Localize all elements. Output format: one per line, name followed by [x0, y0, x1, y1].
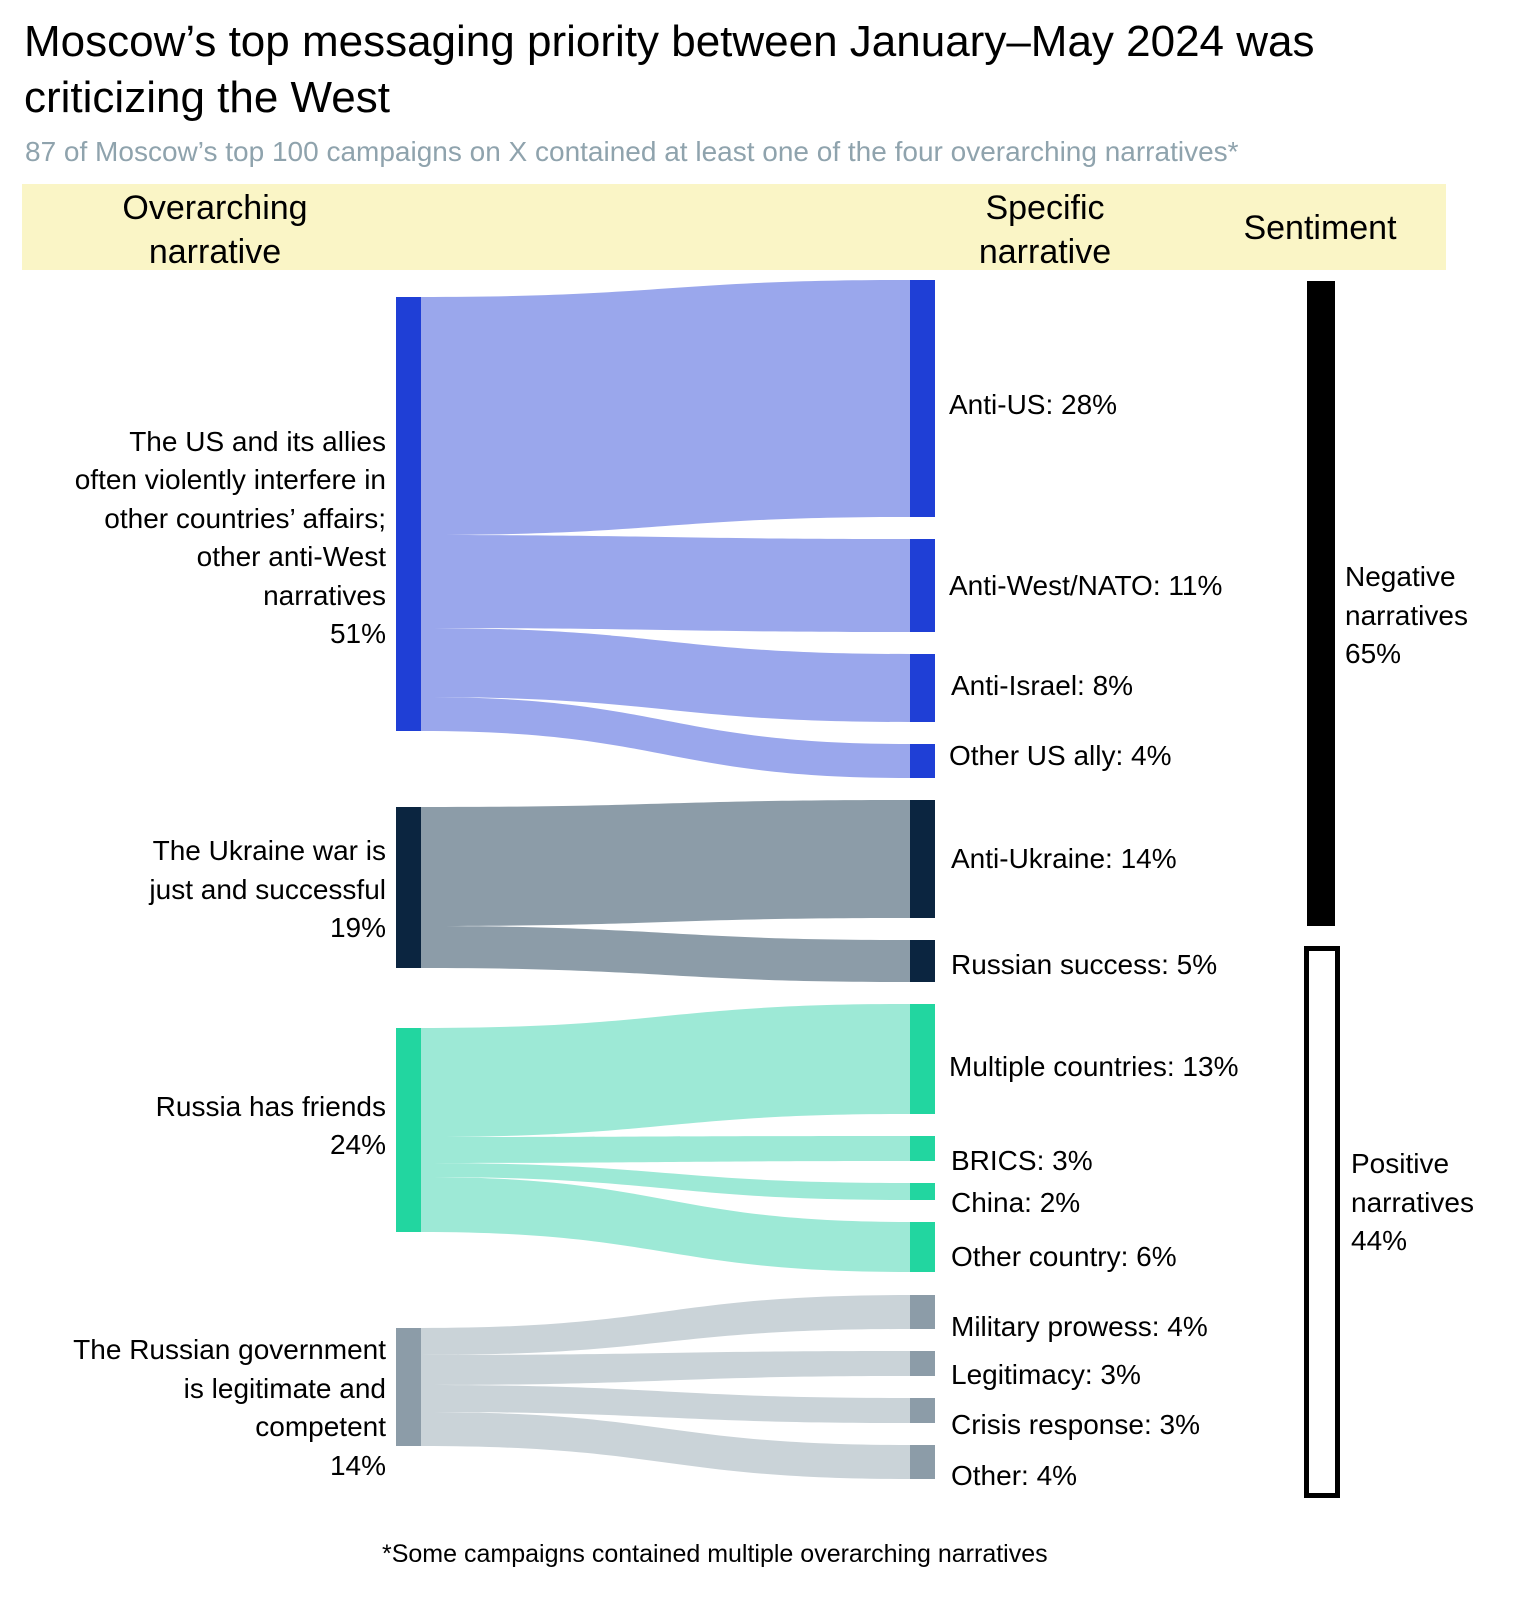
overarching-label: The Ukraine war is just and successful 19%: [149, 832, 386, 948]
specific-node: [910, 1445, 935, 1479]
specific-label: Anti-West/NATO: 11%: [949, 570, 1223, 601]
sentiment-label-line: 65%: [1345, 638, 1402, 669]
overarching-node: [396, 1028, 421, 1232]
specific-node: [910, 1222, 935, 1272]
specific-node: [910, 1183, 935, 1200]
flow-link: [421, 926, 910, 982]
specific-node: [910, 1295, 935, 1329]
specific-node: [910, 1136, 935, 1161]
specific-label: Russian success: 5%: [951, 949, 1218, 980]
chart-subtitle: 87 of Moscow’s top 100 campaigns on X co…: [25, 136, 1239, 167]
overarching-label-line: is legitimate and: [183, 1372, 386, 1404]
header-specific-narrative: Specific narrative: [978, 189, 1112, 271]
sentiment-positive-bar: [1304, 946, 1340, 1498]
sentiment-label-line: 44%: [1351, 1225, 1408, 1256]
flow-link: [421, 697, 910, 778]
overarching-label-line: 19%: [329, 912, 386, 944]
flow-link: [421, 535, 910, 632]
specific-label: Other: 4%: [951, 1460, 1078, 1491]
flow-link: [421, 1136, 910, 1163]
overarching-node: [396, 1328, 421, 1446]
specific-node: [910, 800, 935, 918]
flow-link: [421, 1004, 910, 1137]
flow-link: [421, 800, 910, 926]
sentiment-positive-label: Positive narratives 44%: [1351, 1145, 1474, 1261]
overarching-label-line: just and successful: [149, 873, 386, 905]
specific-label: Anti-US: 28%: [949, 389, 1118, 420]
overarching-label-line: The US and its allies: [129, 425, 386, 457]
specific-label: Crisis response: 3%: [951, 1409, 1200, 1440]
specific-node: [910, 539, 935, 632]
specific-label: Anti-Israel: 8%: [951, 670, 1134, 701]
overarching-label: The US and its allies often violently int…: [75, 423, 386, 654]
flow-link: [421, 1385, 910, 1423]
overarching-label-line: other anti-West: [196, 541, 386, 572]
sentiment-negative-label: Negative narratives 65%: [1345, 558, 1468, 674]
overarching-label-line: narratives: [263, 579, 386, 611]
overarching-label-line: 51%: [329, 618, 386, 649]
sentiment-label-line: Negative: [1345, 561, 1456, 592]
flow-link: [421, 1177, 910, 1272]
overarching-label: Russia has friends 24%: [156, 1088, 386, 1165]
specific-node: [910, 744, 935, 778]
specific-node: [910, 940, 935, 982]
flow-link: [421, 1295, 910, 1355]
specific-node: [910, 1004, 935, 1114]
footnote: *Some campaigns contained multiple overa…: [382, 1540, 1048, 1568]
sentiment-label-line: narratives: [1351, 1186, 1474, 1218]
overarching-node: [396, 807, 421, 968]
flow-link: [421, 1351, 910, 1385]
specific-node: [910, 654, 935, 722]
overarching-label-line: The Russian government: [73, 1334, 386, 1365]
overarching-label-line: 14%: [329, 1449, 386, 1481]
overarching-label-line: The Ukraine war is: [152, 835, 386, 867]
header-sentiment: Sentiment: [1243, 209, 1397, 247]
specific-label: Other US ally: 4%: [949, 740, 1172, 771]
chart-title: Moscow’s top messaging priority between …: [24, 17, 1315, 122]
overarching-label-line: 24%: [329, 1129, 386, 1160]
overarching-node: [396, 297, 421, 731]
sentiment-negative-bar: [1307, 281, 1335, 926]
overarching-label-line: competent: [255, 1411, 386, 1442]
specific-label: Other country: 6%: [951, 1241, 1177, 1272]
header-overarching-narrative: Overarching narrative: [122, 189, 308, 271]
overarching-label: The Russian government is legitimate and c…: [73, 1331, 386, 1485]
sentiment-label-line: narratives: [1345, 599, 1468, 631]
specific-label: Multiple countries: 13%: [949, 1051, 1239, 1082]
sentiment-label-line: Positive: [1351, 1148, 1450, 1179]
header-band: [22, 184, 1446, 270]
overarching-label-line: Russia has friends: [155, 1090, 386, 1122]
overarching-label-line: other countries’ affairs;: [104, 502, 386, 534]
specific-label: China: 2%: [951, 1187, 1081, 1218]
specific-node: [910, 1351, 935, 1376]
specific-label: BRICS: 3%: [951, 1145, 1093, 1176]
specific-node: [910, 280, 935, 517]
flow-link: [421, 628, 910, 722]
specific-label: Military prowess: 4%: [951, 1311, 1208, 1342]
specific-node: [910, 1398, 935, 1423]
flow-link: [421, 280, 910, 535]
specific-label: Anti-Ukraine: 14%: [951, 843, 1177, 874]
overarching-label-line: often violently interfere in: [74, 464, 386, 495]
flow-link: [421, 1412, 910, 1479]
specific-label: Legitimacy: 3%: [951, 1359, 1141, 1390]
flow-link: [421, 1163, 910, 1200]
